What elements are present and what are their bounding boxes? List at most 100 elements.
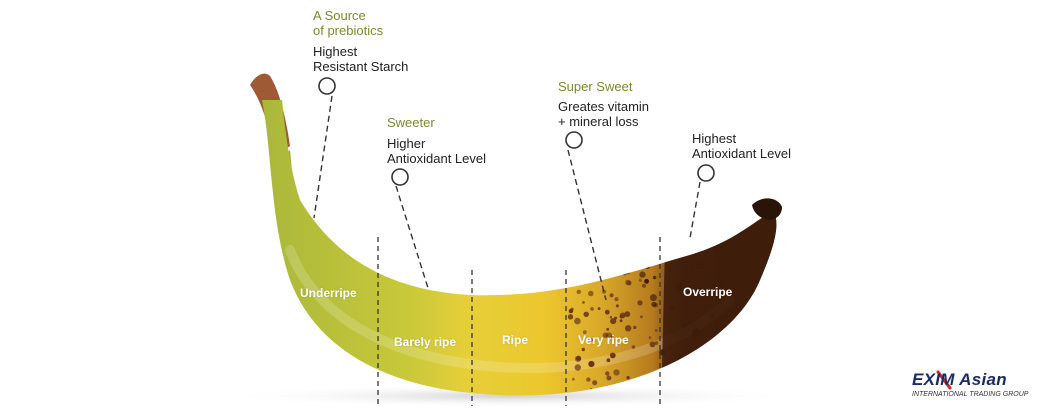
peel-spot: [624, 311, 631, 317]
peel-spot: [619, 312, 626, 319]
banana-body: [262, 100, 777, 396]
peel-spot: [654, 341, 659, 345]
callout-circle-barely-ripe: [391, 168, 409, 186]
callout-circle-very-ripe: [565, 131, 583, 149]
peel-spot: [753, 330, 759, 335]
peel-spot: [686, 236, 693, 243]
peel-spot: [744, 341, 751, 347]
stage-label-underripe: Underripe: [300, 286, 357, 300]
peel-spot: [649, 294, 657, 302]
peel-spot: [586, 377, 591, 382]
stage-label-ripe: Ripe: [502, 333, 529, 347]
peel-spot: [633, 325, 637, 330]
peel-spot: [695, 360, 702, 366]
peel-spot: [739, 333, 744, 338]
peel-spot: [650, 373, 656, 380]
peel-spot: [669, 374, 674, 379]
peel-spot: [604, 309, 610, 315]
very-ripe-note: Greates vitamin + mineral loss: [558, 99, 650, 129]
peel-spot: [616, 263, 620, 268]
leader-overripe: [689, 181, 701, 239]
super-sweet-title: Super Sweet: [558, 79, 633, 94]
peel-spot: [652, 275, 657, 280]
peel-spot: [590, 307, 594, 311]
peel-spot: [657, 221, 666, 230]
peel-spot: [588, 290, 594, 297]
peel-spot: [609, 316, 613, 319]
peel-spot: [610, 267, 615, 271]
peel-spot: [613, 369, 620, 376]
peel-spot: [685, 369, 693, 377]
peel-spot: [637, 300, 643, 306]
peel-spot: [651, 301, 657, 307]
logo-name: EXIM Asian: [912, 370, 1007, 389]
stage-label-overripe: Overripe: [683, 285, 733, 299]
peel-spot: [761, 348, 770, 357]
leader-barely-ripe: [395, 185, 429, 289]
peel-spot: [606, 358, 611, 363]
ground-shadow: [220, 384, 800, 408]
peel-spot: [648, 336, 652, 339]
logo-swoosh: [936, 370, 952, 390]
peel-spot: [592, 380, 598, 386]
peel-spot: [588, 360, 595, 368]
peel-spot: [605, 332, 613, 339]
exim-asian-logo: EXIM Asian INTERNATIONAL TRADING GROUP: [912, 370, 1042, 398]
peel-spot: [581, 347, 585, 352]
peel-spot: [576, 289, 581, 294]
peel-spot: [571, 377, 575, 381]
peel-spot: [576, 355, 582, 361]
peel-spot: [568, 308, 574, 314]
sweeter-title: Sweeter: [387, 115, 435, 130]
peel-spot: [718, 239, 723, 243]
callout-circle-overripe: [697, 164, 715, 182]
logo-tagline: INTERNATIONAL TRADING GROUP: [912, 391, 1029, 398]
banana-tip: [752, 198, 782, 220]
stage-label-very-ripe: Very ripe: [578, 333, 629, 347]
peel-spot: [626, 376, 630, 380]
overripe-note: Highest Antioxidant Level: [692, 131, 792, 161]
peel-spot: [648, 246, 653, 250]
peel-spot: [597, 307, 601, 310]
peel-spot: [582, 301, 585, 304]
peel-spot: [574, 364, 581, 371]
peel-spot: [649, 341, 656, 348]
peel-spot: [622, 271, 627, 276]
peel-spot: [642, 283, 646, 288]
peel-spot: [625, 279, 631, 286]
peel-spot: [707, 374, 711, 378]
peel-spot: [606, 375, 612, 381]
peel-spot: [637, 378, 644, 385]
peel-spot: [625, 325, 632, 332]
peel-spot: [590, 338, 594, 342]
stage-label-barely-ripe: Barely ripe: [394, 335, 457, 349]
peel-spot: [582, 330, 587, 335]
leader-underripe: [313, 95, 333, 219]
peel-spot: [654, 329, 658, 332]
peel-spot: [605, 371, 610, 376]
peel-spot: [574, 317, 581, 325]
barely-ripe-note: Higher Antioxidant Level: [387, 136, 487, 166]
peel-spot: [567, 314, 574, 320]
peel-spot: [742, 320, 749, 327]
prebiotic-title: A Source of prebiotics: [313, 8, 384, 38]
peel-spot: [579, 265, 586, 273]
peel-spot: [606, 327, 610, 331]
peel-spot: [604, 268, 611, 276]
peel-spot: [638, 278, 642, 282]
peel-spot: [609, 293, 614, 298]
peel-spot: [619, 319, 623, 323]
peel-spot: [644, 278, 649, 284]
peel-spot: [644, 263, 651, 269]
peel-spot: [640, 315, 643, 319]
peel-spot: [631, 345, 636, 349]
peel-spot: [610, 318, 617, 325]
peel-spot: [615, 304, 619, 308]
peel-spot: [639, 271, 646, 278]
leader-very-ripe: [567, 149, 607, 301]
peel-spot: [580, 265, 584, 269]
peel-spot: [614, 297, 619, 302]
peel-spot: [609, 352, 616, 359]
